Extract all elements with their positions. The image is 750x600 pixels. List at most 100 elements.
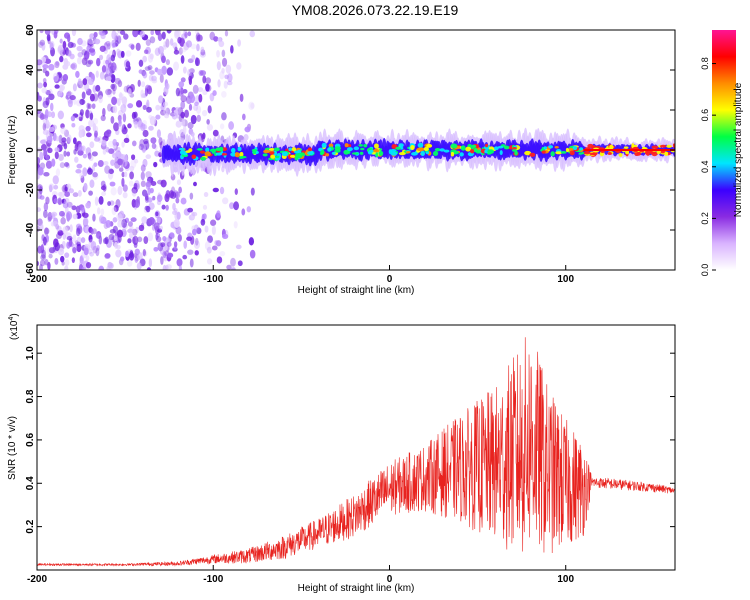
signal-peak <box>307 147 312 152</box>
noise-blob <box>164 193 170 203</box>
signal-peak <box>183 152 188 156</box>
noise-blob <box>54 61 60 69</box>
signal-peak <box>268 148 276 151</box>
noise-blob <box>138 252 143 261</box>
noise-blob <box>113 204 119 213</box>
noise-blob <box>141 216 148 224</box>
signal-peak <box>565 147 570 153</box>
signal-peak <box>358 144 363 147</box>
signal-peak <box>512 147 517 150</box>
noise-blob <box>107 42 111 50</box>
noise-blob <box>62 64 69 70</box>
noise-blob <box>105 40 111 47</box>
noise-blob <box>108 168 114 175</box>
noise-blob <box>60 255 65 263</box>
noise-blob <box>47 147 53 154</box>
noise-blob <box>186 236 193 242</box>
noise-blob <box>221 67 225 74</box>
noise-blob <box>113 235 118 242</box>
colorbar-gradient <box>712 30 736 270</box>
noise-blob <box>135 42 141 51</box>
noise-blob <box>52 124 57 130</box>
noise-blob <box>134 253 140 262</box>
noise-blob <box>148 114 153 120</box>
noise-blob <box>223 80 228 89</box>
noise-blob <box>44 30 51 35</box>
noise-blob <box>182 89 188 94</box>
noise-blob <box>79 109 84 116</box>
noise-blob <box>111 153 118 159</box>
noise-blob <box>79 99 86 105</box>
signal-peak <box>273 150 278 156</box>
noise-blob <box>107 75 112 82</box>
noise-blob <box>121 157 128 167</box>
noise-blob <box>165 265 169 270</box>
noise-blob <box>226 264 232 270</box>
signal-peak <box>325 153 330 157</box>
noise-blob <box>113 122 120 132</box>
noise-blob <box>121 171 125 178</box>
signal-peak <box>460 145 466 151</box>
noise-blob <box>152 195 156 201</box>
signal-peak <box>288 147 293 152</box>
noise-blob <box>105 88 112 96</box>
noise-blob <box>222 197 229 205</box>
noise-blob <box>39 39 46 46</box>
noise-blob <box>162 264 167 270</box>
noise-blob <box>86 132 92 138</box>
noise-blob <box>136 262 142 270</box>
noise-blob <box>87 78 94 86</box>
noise-blob <box>158 137 163 146</box>
noise-blob <box>135 100 143 108</box>
y-tick-label: 40 <box>25 64 36 76</box>
noise-blob <box>156 129 161 138</box>
noise-blob <box>85 125 91 132</box>
noise-blob <box>180 100 186 110</box>
noise-blob <box>140 123 146 132</box>
noise-blob <box>91 164 96 172</box>
noise-blob <box>127 88 132 96</box>
noise-blob <box>170 191 177 200</box>
signal-peak <box>529 152 536 157</box>
signal-peak <box>569 150 575 156</box>
noise-blob <box>132 117 139 125</box>
noise-blob <box>250 187 255 196</box>
signal-peak <box>209 148 217 153</box>
noise-blob <box>173 241 178 248</box>
noise-blob <box>61 240 66 249</box>
signal-peak <box>499 150 503 156</box>
noise-blob <box>77 51 84 58</box>
noise-blob <box>187 122 194 129</box>
noise-blob <box>146 106 152 113</box>
noise-blob <box>37 135 40 141</box>
noise-blob <box>178 86 184 96</box>
signal-peak <box>426 143 433 148</box>
noise-blob <box>248 237 255 246</box>
noise-blob <box>106 90 112 98</box>
noise-blob <box>76 236 82 245</box>
noise-blob <box>44 227 49 236</box>
signal-peak <box>378 150 384 156</box>
noise-blob <box>92 213 96 222</box>
noise-blob <box>37 157 41 165</box>
noise-blob <box>119 256 125 262</box>
noise-blob <box>81 91 86 100</box>
noise-blob <box>53 31 58 39</box>
noise-blob <box>55 136 61 142</box>
signal-peak <box>497 145 504 149</box>
noise-blob <box>175 226 182 235</box>
noise-blob <box>41 87 48 94</box>
x-tick-label: -200 <box>27 574 47 585</box>
noise-blob <box>165 264 172 270</box>
y-tick-label: 0.8 <box>25 389 36 403</box>
noise-blob <box>180 95 187 103</box>
noise-blob <box>39 259 46 267</box>
signal-peak <box>359 151 364 155</box>
noise-blob <box>165 59 170 66</box>
noise-blob <box>205 77 212 84</box>
noise-blob <box>60 123 65 129</box>
noise-blob <box>187 207 194 213</box>
signal-peak <box>351 152 359 155</box>
noise-blob <box>116 48 121 56</box>
